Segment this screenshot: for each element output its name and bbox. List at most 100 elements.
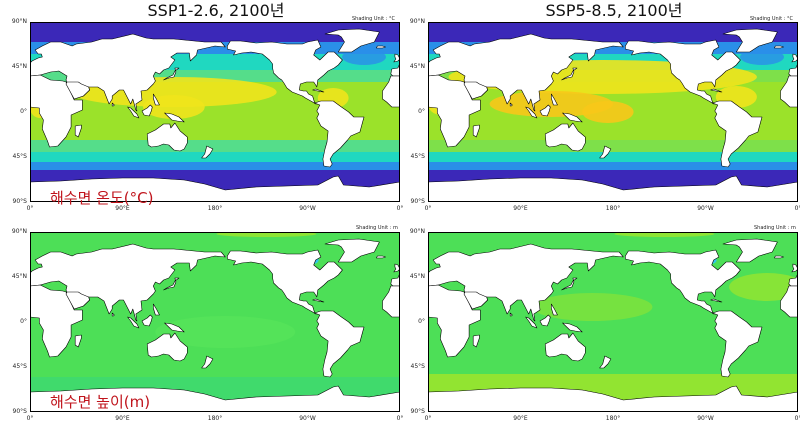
land-africa [428, 284, 481, 358]
land-antarctica [30, 175, 400, 202]
land-antarctica [428, 385, 798, 412]
land-japan [561, 67, 578, 81]
p-br-ssh-atlantic-high [729, 273, 798, 301]
land-northAmerica [227, 39, 343, 105]
land-iceland [774, 255, 784, 259]
p-tl-band-south-sub [30, 140, 400, 152]
lon-tick-label: 180° [207, 415, 223, 422]
lon-tick-label: 90°W [697, 415, 714, 422]
land-philippines [551, 93, 558, 106]
land-africaWest [780, 75, 798, 108]
p-br-arctic-high [614, 232, 715, 237]
lon-tick-label: 90°E [115, 415, 130, 422]
map-frame [428, 22, 798, 202]
lon-tick-label: 0° [26, 205, 34, 212]
land-srilanka [509, 312, 513, 317]
variable-label-ssh: 해수면 높이(m) [50, 393, 151, 411]
land-iceland [774, 45, 784, 49]
p-tl-band-south-mid [30, 152, 400, 162]
lon-tick-label: 0° [794, 415, 800, 422]
land-africa [30, 284, 83, 358]
lon-tick-label: 90°W [299, 415, 316, 422]
lon-tick-label: 90°E [513, 415, 528, 422]
p-tr-north-atlantic-cool [740, 49, 785, 65]
land-australia [146, 122, 188, 152]
lon-tick-label: 90°W [299, 205, 316, 212]
land-arabia [463, 81, 488, 100]
p-br-ssh-pacific-high [532, 293, 653, 321]
lon-tick-label: 180° [605, 205, 621, 212]
land-philippines [153, 303, 160, 316]
unit-label-ssh-left: Shading Unit : m [356, 225, 398, 231]
p-tr-band-southern [428, 162, 798, 170]
land-newzealand [201, 355, 214, 369]
panel-sst-ssp126 [30, 22, 400, 202]
lat-tick-label: 45°S [410, 153, 425, 160]
land-newguinea [562, 112, 583, 123]
land-iceland [376, 255, 386, 259]
land-newguinea [164, 322, 185, 333]
land-madagascar [74, 124, 82, 138]
ssh-map-svg [428, 232, 798, 412]
lat-tick-label: 0° [418, 318, 425, 325]
unit-label-sst-left: Shading Unit : °C [352, 16, 395, 22]
land-southAmerica [712, 100, 763, 168]
sst-map-svg [30, 22, 400, 202]
panel-ssh-ssp126 [30, 232, 400, 412]
lat-tick-label: 90°S [410, 408, 425, 415]
map-frame [428, 232, 798, 412]
land-greenland [722, 28, 778, 53]
left-title: SSP1-2.6, 2100년 [147, 1, 285, 20]
land-sumatra [525, 316, 538, 329]
lat-tick-label: 45°N [11, 273, 27, 280]
land-africaWest [382, 285, 400, 318]
land-iceland [376, 45, 386, 49]
land-sumatra [525, 106, 538, 119]
lat-tick-label: 45°N [409, 63, 425, 70]
lon-tick-label: 0° [794, 205, 800, 212]
land-cuba [710, 298, 723, 303]
land-cuba [312, 298, 325, 303]
land-uk [393, 263, 400, 273]
p-bl-ssh-pacific-patch [155, 316, 296, 348]
lon-tick-label: 0° [26, 415, 34, 422]
sst-map-svg [428, 22, 798, 202]
land-arabia [463, 291, 488, 310]
land-srilanka [509, 102, 513, 107]
p-tr-band-south-mid [428, 152, 798, 162]
lat-tick-label: 90°N [409, 18, 425, 25]
land-uk [393, 53, 400, 63]
land-greenland [722, 238, 778, 263]
land-madagascar [472, 124, 480, 138]
lat-tick-label: 45°S [410, 363, 425, 370]
land-newzealand [599, 145, 612, 159]
lat-tick-label: 45°S [12, 363, 27, 370]
land-africa [30, 74, 83, 148]
lon-tick-label: 0° [424, 205, 432, 212]
lat-tick-label: 90°S [410, 198, 425, 205]
land-africaWest [382, 75, 400, 108]
land-newzealand [201, 145, 214, 159]
land-cuba [312, 88, 325, 93]
land-africaWest [780, 285, 798, 318]
lat-tick-label: 45°N [409, 273, 425, 280]
land-madagascar [74, 334, 82, 348]
land-southAmerica [314, 100, 365, 168]
p-bl-arctic-high [216, 232, 317, 237]
land-australia [544, 332, 586, 362]
land-australia [146, 332, 188, 362]
lat-tick-label: 45°S [12, 153, 27, 160]
right-title: SSP5-8.5, 2100년 [545, 1, 683, 20]
lat-tick-label: 45°N [11, 63, 27, 70]
land-borneo [141, 104, 153, 117]
lon-tick-label: 0° [396, 205, 404, 212]
p-tr-band-south-sub [428, 140, 798, 152]
p-tl-warm-pool-1 [143, 95, 205, 119]
land-newguinea [164, 112, 185, 123]
land-northAmerica [227, 249, 343, 315]
land-uk [791, 263, 798, 273]
land-borneo [141, 314, 153, 327]
land-africa [428, 74, 481, 148]
ssh-map-svg [30, 232, 400, 412]
lat-tick-label: 90°N [11, 18, 27, 25]
